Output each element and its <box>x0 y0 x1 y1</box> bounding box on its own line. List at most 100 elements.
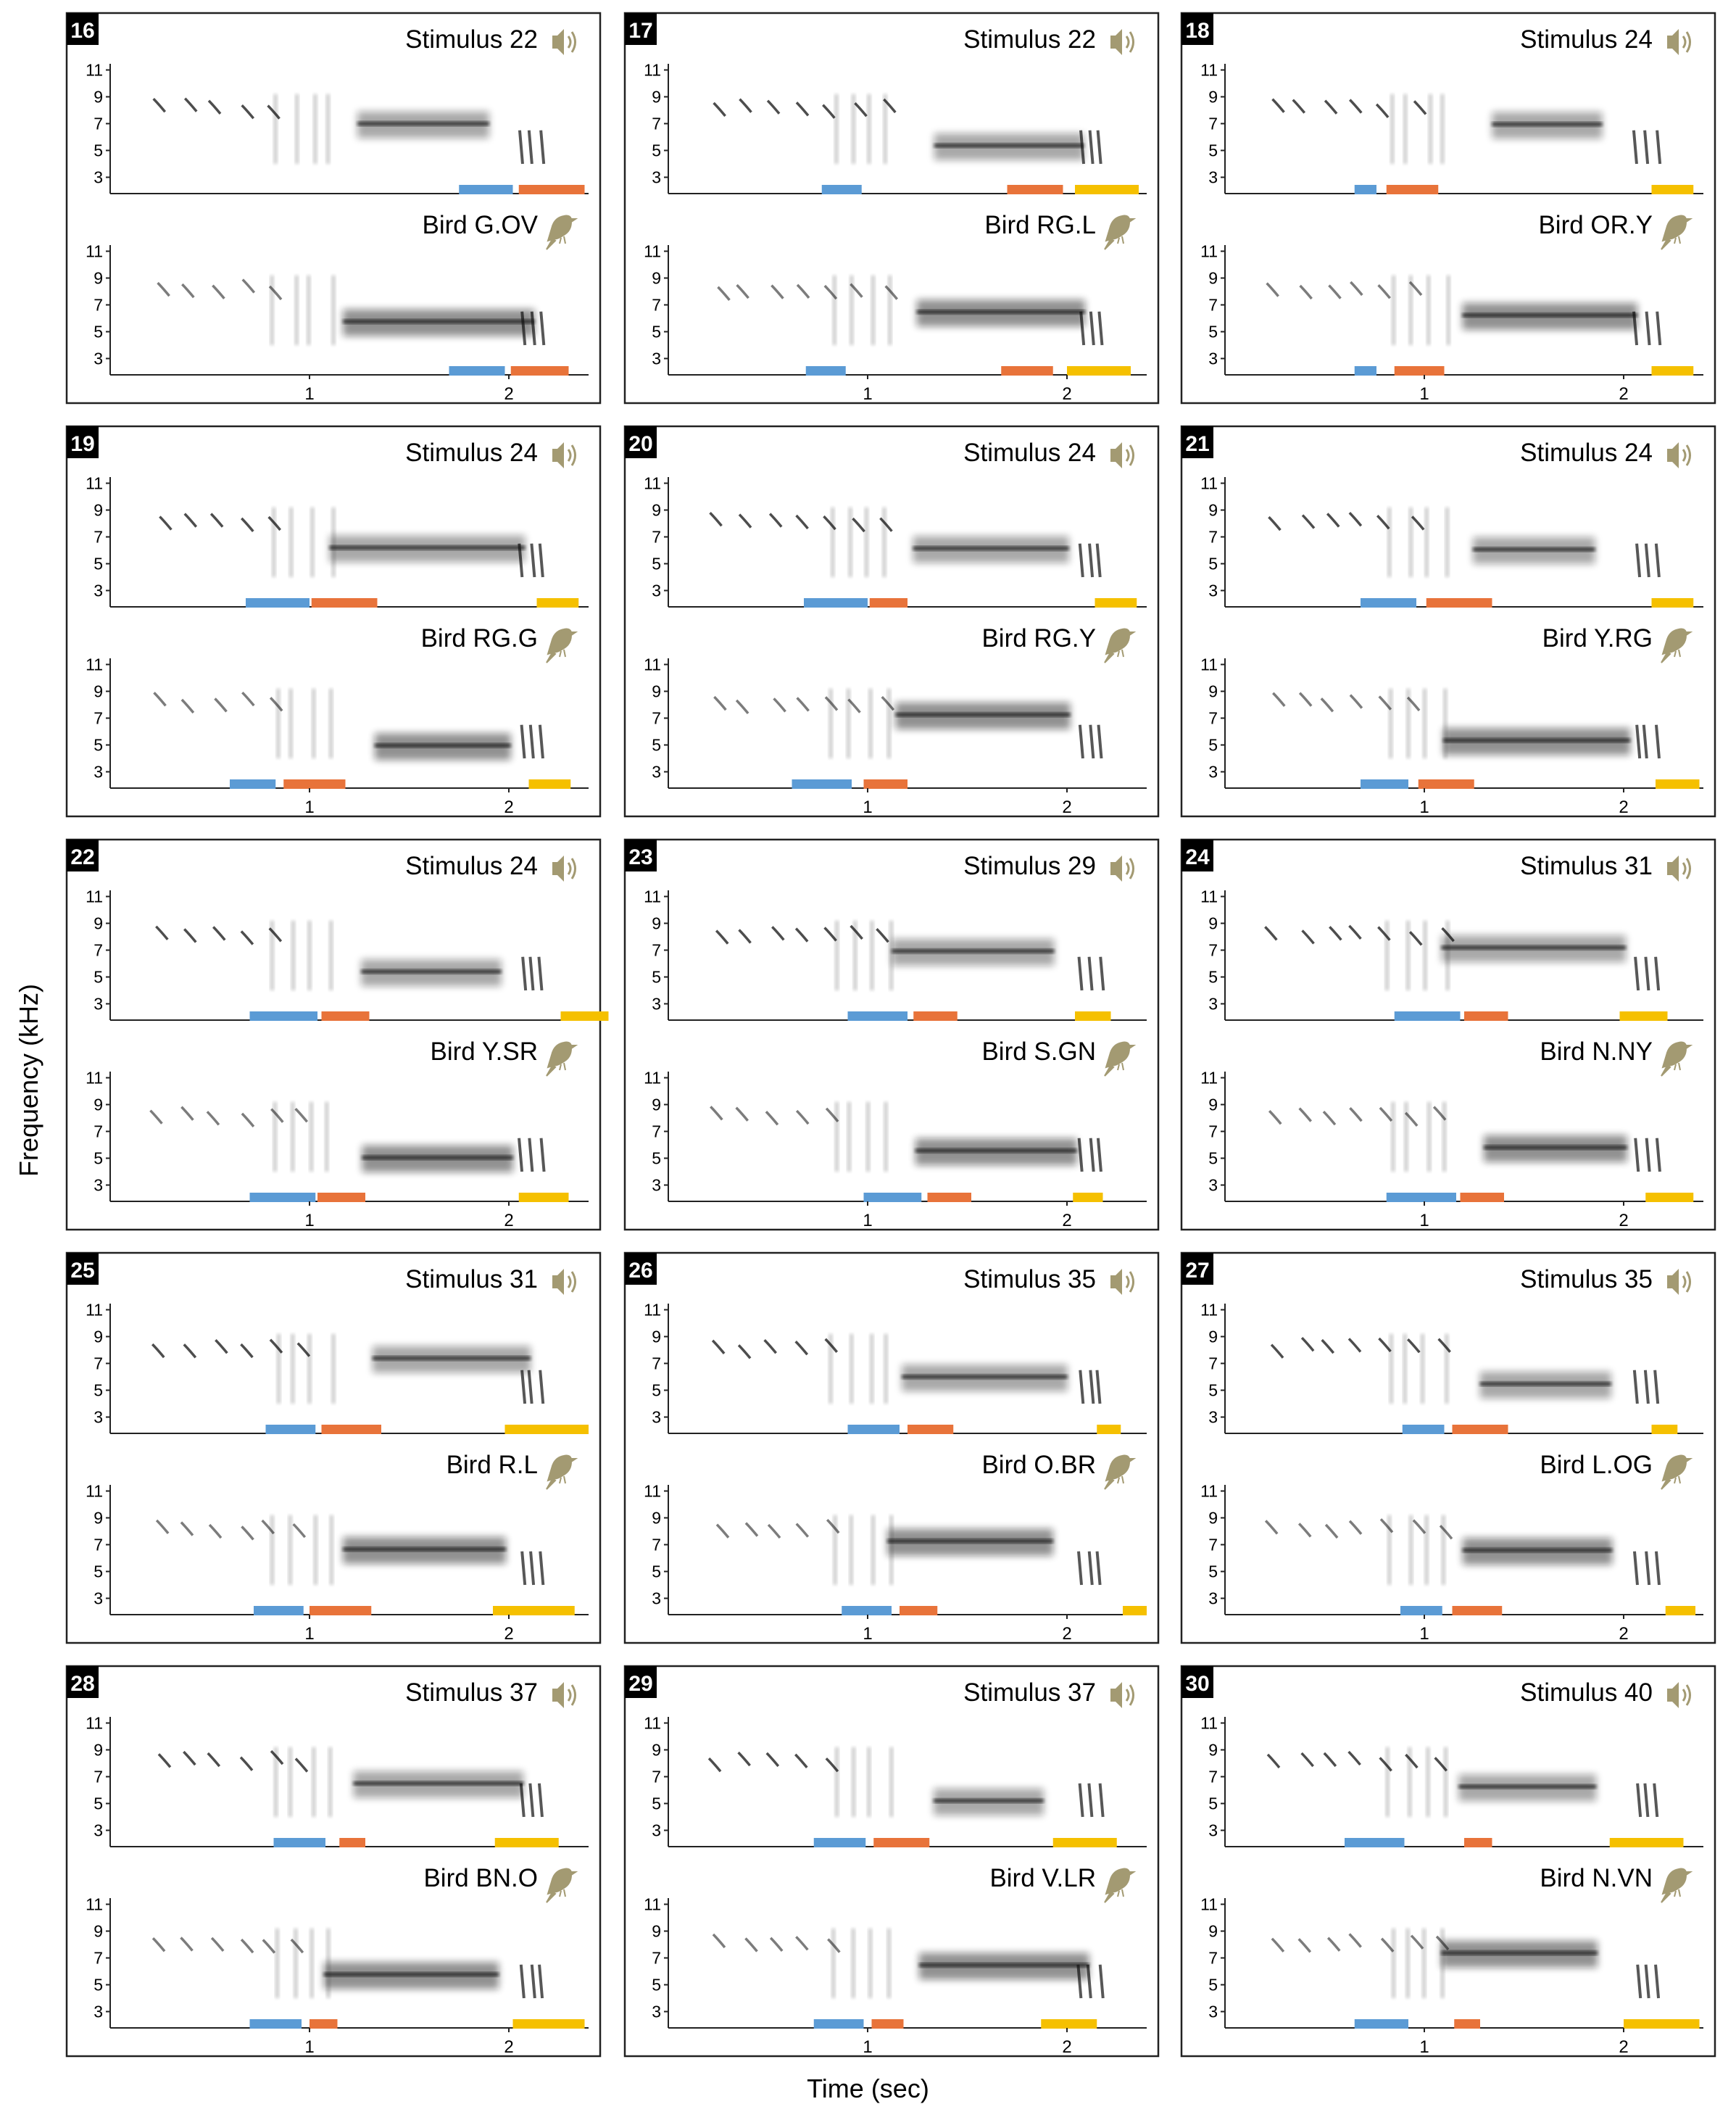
syllable-note <box>1097 724 1103 759</box>
syllable-stack <box>851 94 856 164</box>
trill-line <box>329 545 526 550</box>
x-tick-label: 1 <box>1419 2037 1429 2057</box>
y-tick-label: 5 <box>652 1976 661 1995</box>
x-tick-label: 2 <box>1062 798 1071 817</box>
syllable-note <box>539 311 546 346</box>
blue-bar <box>847 1425 900 1434</box>
syllable-stack <box>331 275 336 345</box>
y-tick-label: 7 <box>1208 115 1218 133</box>
panel-18: 18 11 9 7 5 3 11 9 7 5 3 1 2 Stimulus 24 Bird OR.Y <box>1180 12 1716 405</box>
blue-bar <box>1354 366 1376 376</box>
syllable-stack <box>881 507 886 577</box>
panel-frame <box>1180 1251 1716 1644</box>
syllable-chirp <box>241 278 256 294</box>
syllable-chirp <box>795 514 809 530</box>
syllable-stack <box>1426 1101 1432 1172</box>
orange-bar <box>518 185 585 194</box>
y-tick-label: 5 <box>1208 323 1218 341</box>
y-tick-label: 5 <box>1208 968 1218 987</box>
yellow-bar <box>1073 1193 1103 1202</box>
syllable-stack <box>290 1101 295 1172</box>
syllable-note <box>1643 1783 1650 1818</box>
syllable-chirp <box>852 517 865 533</box>
syllable-chirp <box>796 697 810 712</box>
blue-bar <box>821 185 862 194</box>
stimulus-label: Stimulus 40 <box>1520 1678 1653 1707</box>
orange-bar <box>873 1838 930 1847</box>
syllable-chirp <box>155 1519 170 1535</box>
bird-icon <box>1661 628 1693 663</box>
speaker-icon <box>1667 1269 1691 1295</box>
blue-bar <box>863 1193 922 1202</box>
panel-id-badge <box>625 426 657 458</box>
y-tick-label: 11 <box>86 655 103 674</box>
syllable-stack <box>306 275 311 345</box>
syllable-stack <box>270 275 275 345</box>
stimulus-label: Stimulus 35 <box>1520 1265 1653 1293</box>
trill-line <box>902 1374 1068 1379</box>
panel-frame <box>65 1665 602 2058</box>
y-tick-label: 11 <box>1200 1895 1218 1914</box>
syllable-note <box>1654 1964 1661 1999</box>
y-tick-label: 7 <box>1208 528 1218 547</box>
y-tick-label: 5 <box>94 141 103 160</box>
syllable-stack <box>270 920 275 990</box>
syllable-chirp <box>183 513 198 528</box>
syllable-chirp <box>214 697 228 713</box>
y-tick-label: 11 <box>86 1069 103 1088</box>
y-tick-label: 3 <box>94 995 103 1014</box>
y-tick-label: 11 <box>86 1714 103 1733</box>
syllable-stack <box>1424 507 1429 577</box>
syllable-note <box>518 1138 524 1172</box>
trill-line <box>934 143 1084 148</box>
syllable-chirp <box>1298 692 1313 707</box>
stimulus-label: Stimulus 31 <box>405 1265 538 1293</box>
syllable-note <box>1634 1138 1640 1172</box>
syllable-chirp <box>735 1106 749 1122</box>
syllable-stack <box>869 920 874 990</box>
y-tick-label: 3 <box>1208 168 1218 187</box>
syllable-stack <box>828 688 834 758</box>
bird-icon <box>546 628 578 663</box>
syllable-chirp <box>1268 515 1282 531</box>
y-tick-label: 5 <box>652 1149 661 1168</box>
syllable-stack <box>852 920 857 990</box>
panel-id: 27 <box>1185 1259 1209 1283</box>
y-tick-label: 3 <box>94 1408 103 1427</box>
panel-id-badge <box>1181 426 1213 458</box>
y-tick-label: 5 <box>652 555 661 573</box>
y-tick-label: 9 <box>652 269 661 288</box>
syllable-chirp <box>795 102 810 117</box>
x-tick-label: 1 <box>304 798 314 817</box>
syllable-note <box>527 130 533 165</box>
syllable-note <box>1636 1964 1642 1999</box>
trill-line <box>1483 1145 1627 1150</box>
syllable-note <box>1077 1551 1084 1586</box>
y-tick-label: 7 <box>94 941 103 960</box>
y-tick-label: 11 <box>1200 1301 1218 1320</box>
syllable-stack <box>324 1101 329 1172</box>
y-tick-label: 5 <box>94 736 103 755</box>
syllable-note <box>1654 956 1661 991</box>
panel-16: 16 11 9 7 5 3 11 9 7 5 3 1 2 Stimulus 22 Bird G.OV <box>65 12 602 405</box>
trill-line <box>918 1963 1089 1968</box>
blue-bar <box>1394 1011 1461 1021</box>
panel-id: 23 <box>628 845 652 869</box>
y-tick-label: 9 <box>652 88 661 107</box>
y-tick-label: 11 <box>644 474 661 493</box>
syllable-chirp <box>215 1339 228 1354</box>
x-tick-label: 1 <box>304 1211 314 1230</box>
syllable-note <box>1096 1138 1102 1172</box>
trill-line <box>361 969 502 974</box>
syllable-chirp <box>1299 284 1313 300</box>
y-tick-label: 7 <box>652 115 661 133</box>
syllable-stack <box>1391 275 1396 345</box>
syllable-chirp <box>737 1751 751 1767</box>
syllable-stack <box>311 1747 316 1817</box>
bird-label: Bird RG.L <box>984 211 1096 239</box>
syllable-chirp <box>267 104 281 120</box>
panel-28: 28 11 9 7 5 3 11 9 7 5 3 1 2 Stimulus 37 Bird BN.O <box>65 1665 602 2058</box>
yellow-bar <box>1645 1193 1694 1202</box>
trill-line <box>1492 122 1603 127</box>
stimulus-label: Stimulus 24 <box>963 439 1096 467</box>
